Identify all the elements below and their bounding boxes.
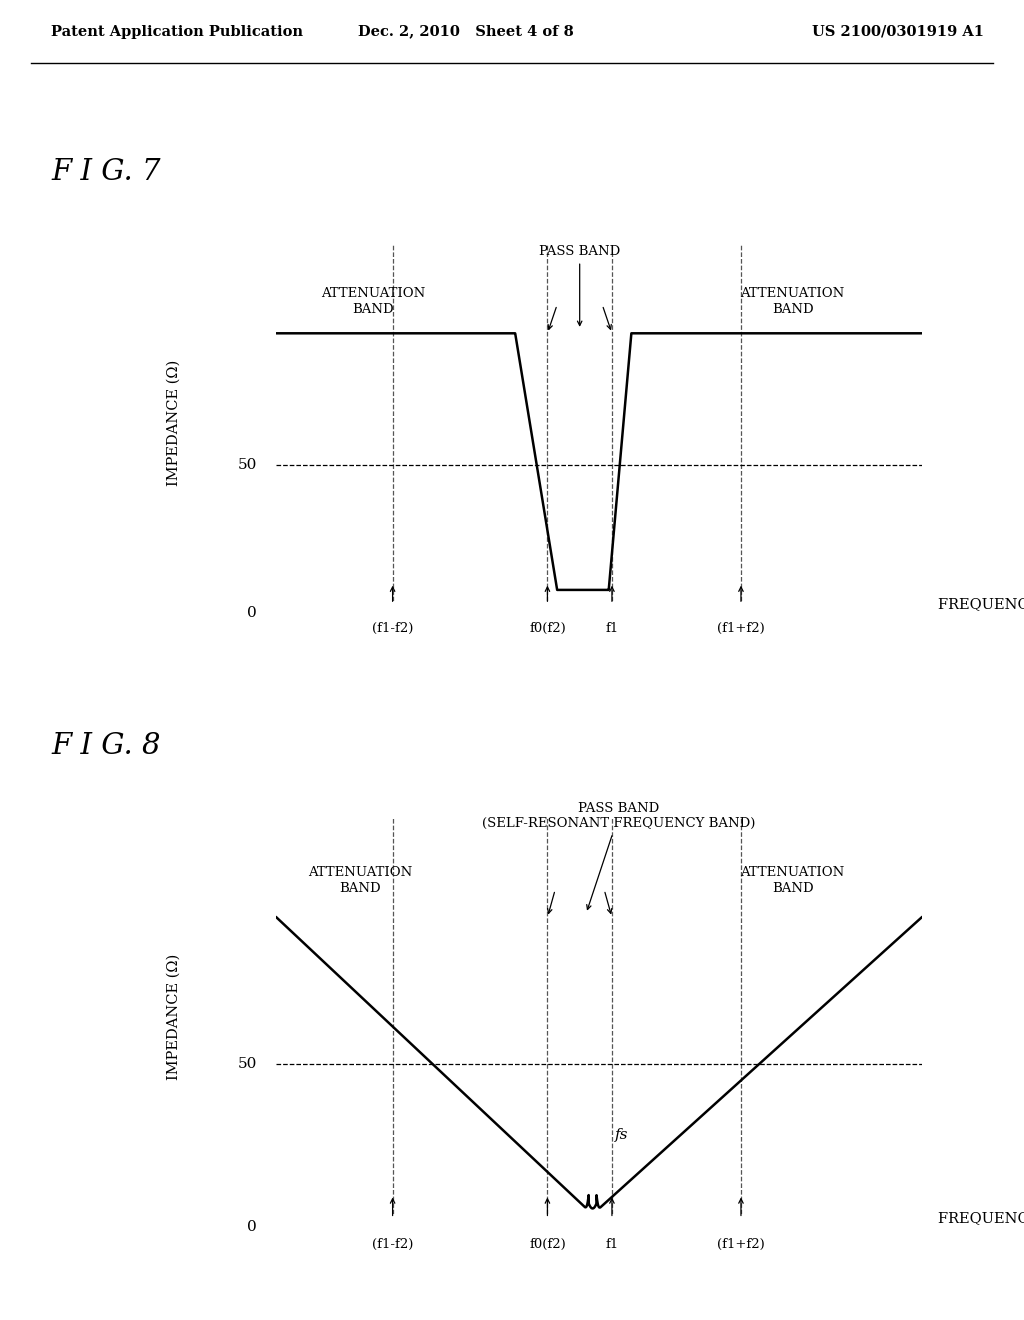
Text: 0: 0 bbox=[248, 606, 257, 620]
Text: FREQUENCY f: FREQUENCY f bbox=[938, 1212, 1024, 1225]
Text: PASS BAND
(SELF-RESONANT FREQUENCY BAND): PASS BAND (SELF-RESONANT FREQUENCY BAND) bbox=[481, 803, 755, 909]
Text: F I G. 8: F I G. 8 bbox=[51, 731, 161, 760]
Text: 0: 0 bbox=[248, 1220, 257, 1234]
Text: f1: f1 bbox=[605, 622, 618, 635]
Text: (f1-f2): (f1-f2) bbox=[372, 1238, 414, 1251]
Text: ATTENUATION
BAND: ATTENUATION BAND bbox=[740, 286, 845, 315]
Text: ATTENUATION
BAND: ATTENUATION BAND bbox=[308, 866, 413, 895]
Text: IMPEDANCE (Ω): IMPEDANCE (Ω) bbox=[166, 359, 180, 486]
Text: (f1+f2): (f1+f2) bbox=[717, 622, 765, 635]
Text: ATTENUATION
BAND: ATTENUATION BAND bbox=[740, 866, 845, 895]
Text: f0(f2): f0(f2) bbox=[529, 622, 566, 635]
Text: IMPEDANCE (Ω): IMPEDANCE (Ω) bbox=[166, 953, 180, 1080]
Text: Patent Application Publication: Patent Application Publication bbox=[51, 25, 303, 38]
Text: f0(f2): f0(f2) bbox=[529, 1238, 566, 1251]
Text: FREQUENCY f: FREQUENCY f bbox=[938, 597, 1024, 611]
Text: F I G. 7: F I G. 7 bbox=[51, 157, 161, 186]
Text: f1: f1 bbox=[605, 1238, 618, 1251]
Text: PASS BAND: PASS BAND bbox=[539, 246, 621, 326]
Text: 50: 50 bbox=[238, 1057, 257, 1071]
Text: (f1+f2): (f1+f2) bbox=[717, 1238, 765, 1251]
Text: 50: 50 bbox=[238, 458, 257, 473]
Text: US 2100/0301919 A1: US 2100/0301919 A1 bbox=[812, 25, 984, 38]
Text: ATTENUATION
BAND: ATTENUATION BAND bbox=[322, 286, 425, 315]
Text: fs: fs bbox=[615, 1129, 629, 1142]
Text: Dec. 2, 2010   Sheet 4 of 8: Dec. 2, 2010 Sheet 4 of 8 bbox=[357, 25, 573, 38]
Text: (f1-f2): (f1-f2) bbox=[372, 622, 414, 635]
